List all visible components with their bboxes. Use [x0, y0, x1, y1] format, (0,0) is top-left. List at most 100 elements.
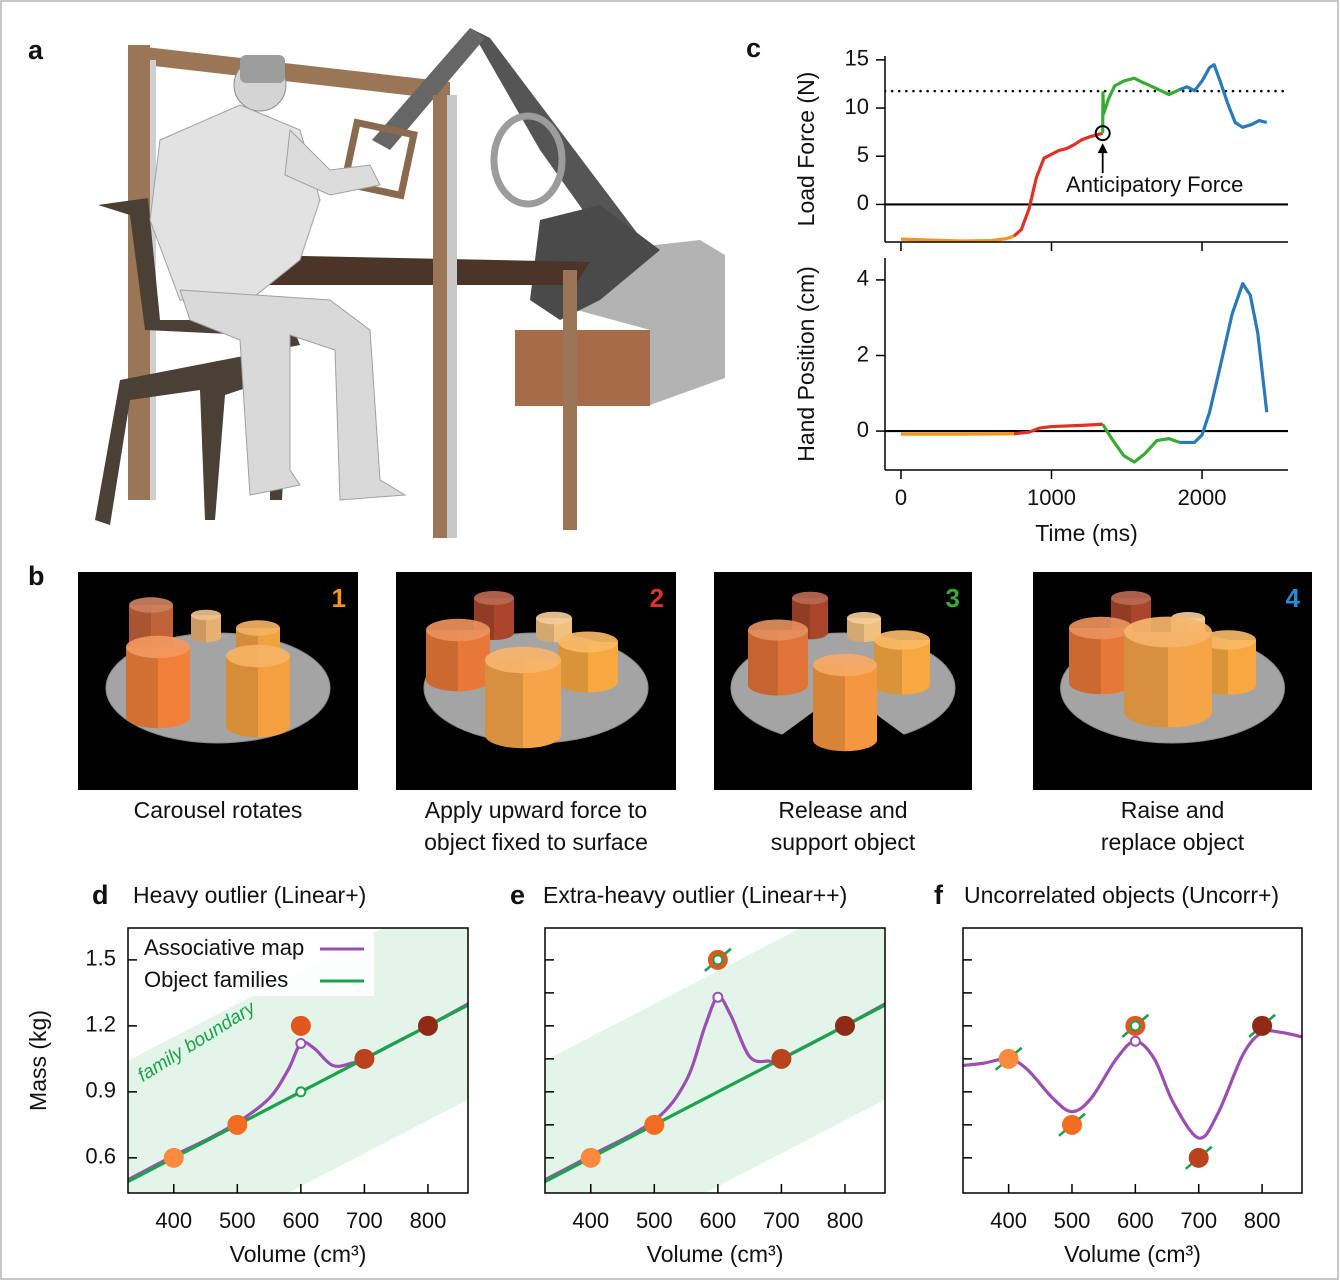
x-tick-label: 400 [990, 1208, 1027, 1233]
open-marker [296, 1087, 305, 1096]
x-tick-label: 700 [763, 1208, 800, 1233]
y-tick-label: 2 [857, 341, 869, 366]
open-marker [713, 993, 722, 1002]
y-axis-label: Load Force (N) [793, 72, 819, 227]
step-caption: object fixed to surface [424, 829, 648, 855]
y-tick-label: 4 [857, 266, 869, 291]
y-tick-label: 5 [857, 142, 869, 167]
cylinder-top-light [474, 591, 514, 605]
panel-label: c [746, 33, 761, 63]
family-ring [1131, 1021, 1140, 1030]
scene-image [78, 572, 358, 790]
cylinder-top-light [792, 592, 828, 605]
x-tick-label: 500 [1054, 1208, 1091, 1233]
x-tick-label: 400 [155, 1208, 192, 1233]
cylinder-top-light [558, 632, 618, 653]
annotation-text: Anticipatory Force [1066, 172, 1243, 197]
step-caption: support object [771, 829, 916, 855]
scene-image [714, 572, 972, 790]
x-axis-label: Volume (cm³) [1064, 1241, 1201, 1267]
x-tick-label: 600 [1117, 1208, 1154, 1233]
cylinder-top-light [191, 610, 221, 621]
cylinder-shade [126, 647, 158, 728]
x-axis-label: Volume (cm³) [230, 1241, 367, 1267]
cylinder-top-light [485, 647, 561, 674]
step-number: 1 [332, 583, 346, 613]
step-caption: Carousel rotates [134, 797, 303, 823]
step-caption: replace object [1101, 829, 1245, 855]
y-tick-label: 10 [845, 94, 869, 119]
step-number: 2 [650, 583, 664, 613]
cylinder-top-light [847, 612, 881, 624]
cylinder-shade [813, 665, 845, 751]
frame-post-front-side [447, 95, 457, 538]
scene-image [1033, 572, 1312, 790]
x-tick-label: 800 [410, 1208, 447, 1233]
frame-post-front [433, 95, 447, 538]
x-tick-label: 1000 [1027, 485, 1076, 510]
chart-title: Uncorrelated objects (Uncorr+) [964, 882, 1279, 908]
cylinder-top-light [426, 619, 490, 641]
object-point [291, 1016, 311, 1036]
y-tick-label: 0.9 [85, 1078, 116, 1103]
cylinder-top-light [126, 636, 190, 658]
step-number: 3 [946, 583, 960, 613]
cylinder-top-light [813, 654, 877, 676]
panel-label: e [510, 880, 525, 910]
cylinder-top-light [1111, 591, 1151, 605]
object-point [354, 1049, 374, 1069]
cylinder-shade [485, 660, 523, 748]
object-point [835, 1016, 855, 1036]
x-tick-label: 700 [1180, 1208, 1217, 1233]
cylinder-top-light [236, 620, 280, 635]
panel-label: b [28, 561, 45, 591]
x-tick-label: 800 [827, 1208, 864, 1233]
desk-post [563, 270, 577, 530]
y-tick-label: 0 [857, 190, 869, 215]
legend-label: Associative map [144, 935, 304, 960]
legend-label: Object families [144, 967, 288, 992]
cylinder-top-light [874, 630, 930, 650]
x-tick-label: 600 [700, 1208, 737, 1233]
object-point [644, 1115, 664, 1135]
scene-image [396, 572, 676, 790]
vr-headset [240, 55, 285, 83]
cylinder-top-light [536, 612, 572, 625]
x-tick-label: 600 [283, 1208, 320, 1233]
chart-title: Extra-heavy outlier (Linear++) [543, 882, 847, 908]
x-tick-label: 700 [346, 1208, 383, 1233]
step-caption: Apply upward force to [425, 797, 647, 823]
panel-label: a [28, 35, 44, 65]
step-number: 4 [1286, 583, 1301, 613]
family-ring [713, 955, 722, 964]
x-tick-label: 500 [219, 1208, 256, 1233]
cylinder-shade [226, 656, 258, 737]
figure: a b c d e f 1 Carousel rotates 2 Apply upward for… [0, 0, 1340, 1281]
panel-label: f [934, 880, 944, 910]
y-axis-label: Hand Position (cm) [793, 266, 819, 462]
object-point [418, 1016, 438, 1036]
y-tick-label: 15 [845, 46, 869, 71]
y-tick-label: 1.2 [85, 1012, 116, 1037]
x-tick-label: 2000 [1178, 485, 1227, 510]
cylinder-top-light [129, 597, 173, 612]
panel-label: d [92, 880, 109, 910]
cylinder-top-light [1124, 617, 1212, 648]
x-tick-label: 400 [572, 1208, 609, 1233]
x-tick-label: 800 [1244, 1208, 1281, 1233]
y-tick-label: 1.5 [85, 946, 116, 971]
x-tick-label: 500 [636, 1208, 673, 1233]
x-axis-label: Volume (cm³) [647, 1241, 784, 1267]
x-tick-label: 0 [895, 485, 907, 510]
x-axis-label: Time (ms) [1035, 520, 1138, 546]
chart-title: Heavy outlier (Linear+) [133, 882, 366, 908]
robot-base [515, 330, 650, 406]
open-marker [1131, 1037, 1140, 1046]
object-point [771, 1049, 791, 1069]
object-point [227, 1115, 247, 1135]
open-marker [296, 1039, 305, 1048]
cylinder-top-light [1069, 617, 1133, 639]
y-tick-label: 0.6 [85, 1144, 116, 1169]
y-tick-label: 0 [857, 417, 869, 442]
y-axis-label: Mass (kg) [25, 1010, 51, 1111]
